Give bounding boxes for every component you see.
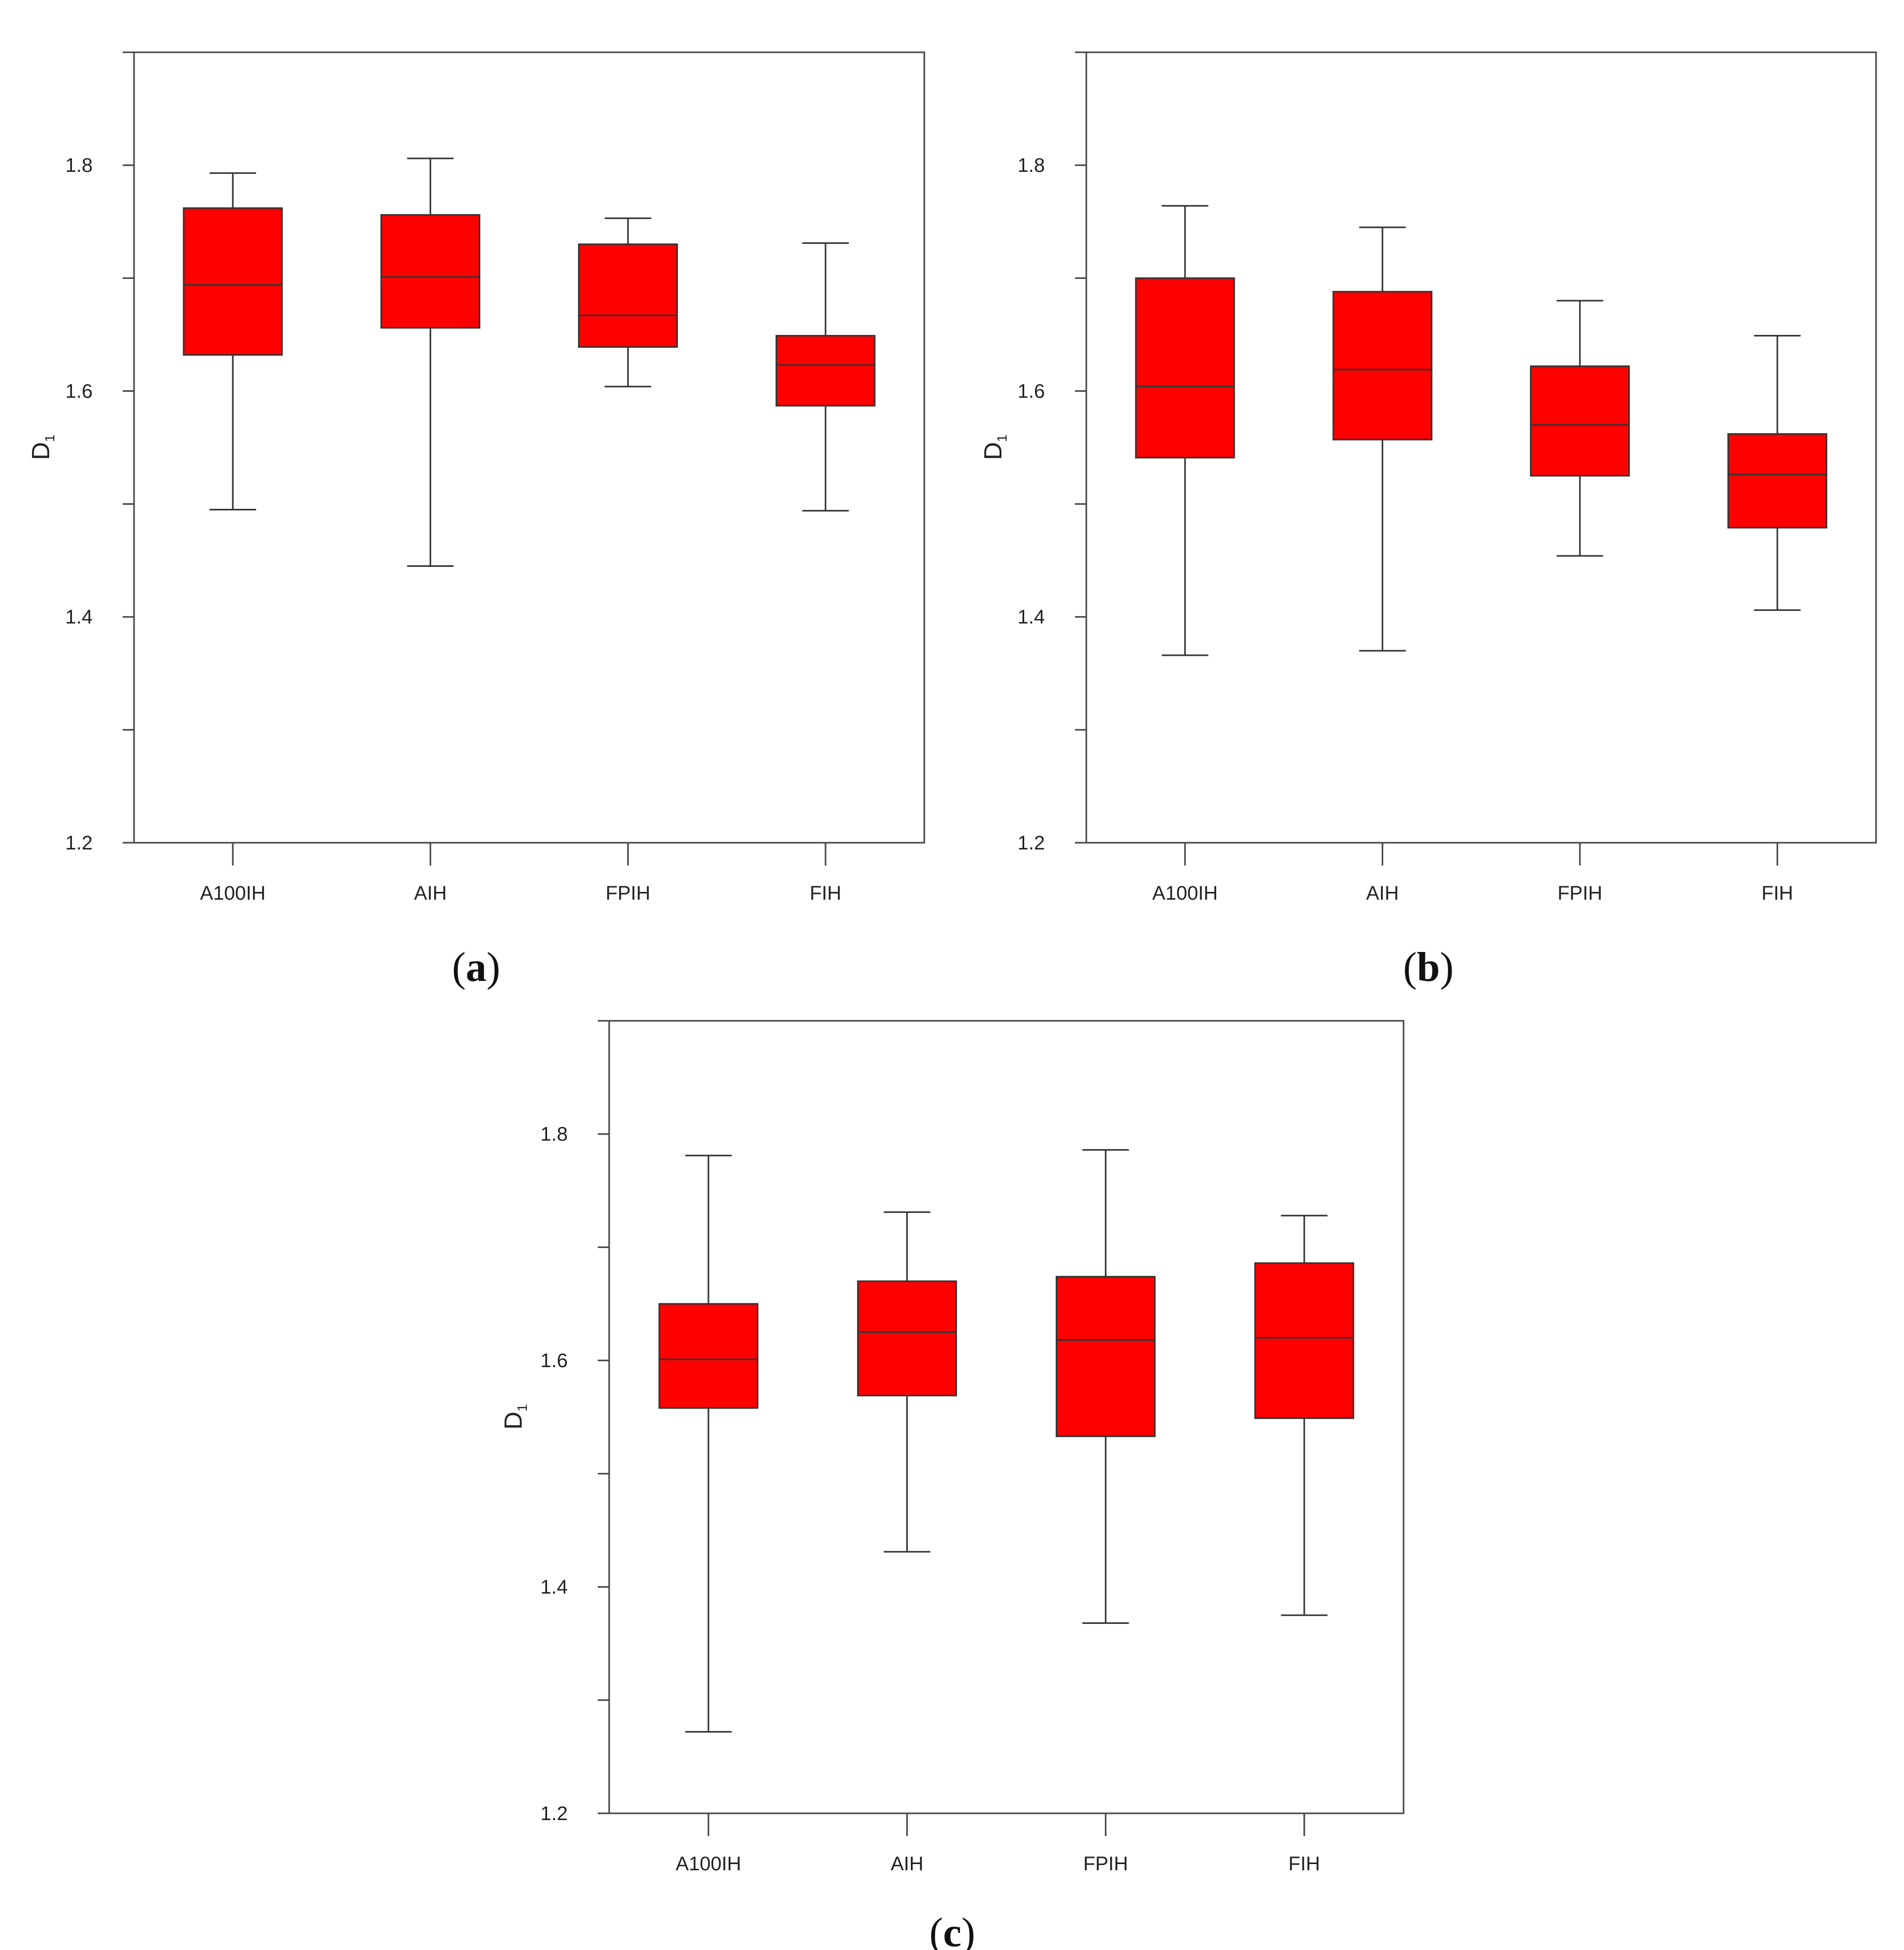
y-axis-label: D1 <box>980 434 1010 460</box>
y-axis-label-main: D <box>27 442 55 460</box>
plot-frame <box>1085 51 1877 844</box>
y-axis-label-main: D <box>500 1412 527 1430</box>
x-tick-label: FIH <box>1762 883 1793 904</box>
box-a100ih <box>658 1154 759 1733</box>
iqr-box <box>1135 277 1235 459</box>
x-tick-label: A100IH <box>676 1853 742 1875</box>
y-tick-label: 1.4 <box>1017 607 1045 628</box>
y-tick-label: 1.4 <box>540 1577 568 1599</box>
y-tick-label: 1.6 <box>540 1350 568 1372</box>
box-aih <box>1332 226 1433 652</box>
plot-frame <box>133 51 925 844</box>
box-a100ih <box>1135 205 1235 656</box>
y-tick-label: 1.2 <box>65 832 93 854</box>
y-axis-label-subscript: 1 <box>514 1404 530 1411</box>
panel-caption: (b) <box>1403 945 1454 990</box>
box-fpih <box>1055 1149 1156 1624</box>
y-tick-label: 1.6 <box>65 380 93 402</box>
iqr-box <box>775 335 876 407</box>
x-tick-label: A100IH <box>1152 883 1218 904</box>
plot-frame <box>608 1020 1405 1814</box>
y-tick-label: 1.2 <box>1017 832 1045 854</box>
iqr-box <box>857 1280 957 1397</box>
box-fih <box>775 242 876 512</box>
box-fih <box>1727 335 1827 611</box>
x-tick-label: A100IH <box>200 883 266 904</box>
y-tick-label: 1.6 <box>1017 380 1045 402</box>
y-axis-label-subscript: 1 <box>42 434 57 442</box>
iqr-box <box>578 243 678 348</box>
iqr-box <box>1727 433 1827 529</box>
y-axis-label: D1 <box>500 1404 530 1429</box>
y-axis-label-main: D <box>980 442 1007 460</box>
panel-a: 1.2 1.4 1.6 1.8 D1 A100IH AIH FPIH FIH (a) <box>27 51 925 990</box>
iqr-box <box>1530 365 1630 477</box>
iqr-box <box>1055 1275 1156 1438</box>
iqr-box <box>380 214 481 329</box>
x-tick-label: FPIH <box>606 883 651 904</box>
box-aih <box>380 157 481 567</box>
y-axis-label-subscript: 1 <box>994 434 1010 442</box>
panel-b: 1.2 1.4 1.6 1.8 D1 A100IH AIH FPIH FIH (b) <box>980 51 1877 990</box>
panel-caption: (a) <box>452 945 500 990</box>
panel-caption: (c) <box>929 1910 976 1950</box>
iqr-box <box>1254 1262 1354 1419</box>
box-fpih <box>578 217 678 388</box>
box-fpih <box>1530 300 1630 557</box>
x-tick-label: FIH <box>810 883 842 904</box>
x-tick-label: AIH <box>414 883 447 904</box>
y-axis-label: D1 <box>27 434 57 460</box>
x-tick-label: FPIH <box>1557 883 1602 904</box>
iqr-box <box>1332 290 1433 441</box>
x-tick-label: AIH <box>891 1853 923 1875</box>
panel-caption-letter: c <box>943 1910 962 1950</box>
iqr-box <box>183 207 283 356</box>
y-tick-label: 1.8 <box>540 1124 568 1146</box>
y-tick-label: 1.4 <box>65 607 93 628</box>
x-tick-label: FIH <box>1289 1853 1320 1875</box>
box-aih <box>857 1211 957 1553</box>
panel-caption-letter: b <box>1417 945 1440 990</box>
x-tick-label: AIH <box>1366 883 1399 904</box>
box-fih <box>1254 1214 1354 1616</box>
panel-c: 1.2 1.4 1.6 1.8 D1 A100IH AIH FPIH FIH (c) <box>500 1020 1405 1950</box>
y-tick-label: 1.2 <box>540 1803 568 1825</box>
y-tick-label: 1.8 <box>1017 155 1045 177</box>
y-tick-label: 1.8 <box>65 155 93 177</box>
panel-caption-letter: a <box>466 945 486 990</box>
x-tick-label: FPIH <box>1083 1853 1128 1875</box>
box-a100ih <box>183 172 283 510</box>
iqr-box <box>658 1303 759 1409</box>
